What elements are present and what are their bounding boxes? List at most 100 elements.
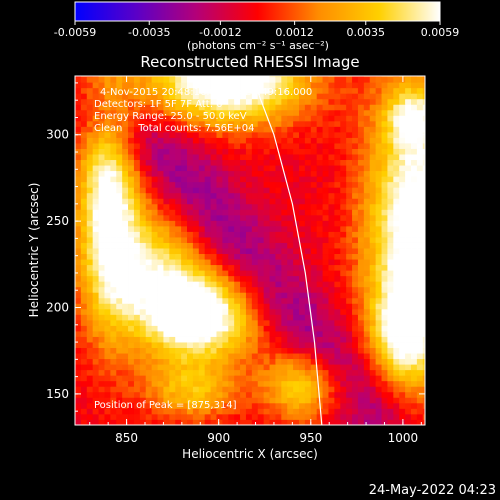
heatmap-cell [222, 109, 229, 116]
heatmap-cell [145, 259, 153, 266]
heatmap-cell [204, 413, 211, 420]
heatmap-cell [163, 286, 170, 293]
heatmap-cell [175, 170, 182, 177]
heatmap-cell [281, 408, 288, 415]
heatmap-cell [234, 93, 241, 100]
heatmap-cell [198, 242, 206, 249]
heatmap-cell [387, 253, 394, 260]
heatmap-cell [369, 154, 377, 161]
heatmap-cell [104, 76, 111, 83]
heatmap-cell [275, 165, 282, 172]
heatmap-cell [98, 159, 105, 166]
heatmap-cell [151, 408, 158, 415]
heatmap-cell [275, 292, 282, 299]
heatmap-cell [116, 391, 123, 398]
heatmap-cell [122, 292, 129, 299]
heatmap-cell [151, 297, 158, 304]
heatmap-cell [157, 281, 164, 288]
heatmap-cell [287, 303, 294, 310]
heatmap-cell [275, 93, 282, 100]
heatmap-cell [116, 386, 123, 393]
heatmap-cell [257, 342, 265, 348]
heatmap-cell [405, 203, 412, 210]
heatmap-cell [86, 270, 94, 277]
heatmap-cell [405, 109, 412, 116]
heatmap-cell [192, 325, 200, 332]
heatmap-cell [210, 209, 217, 216]
heatmap-cell [240, 286, 247, 293]
heatmap-cell [192, 131, 200, 138]
heatmap-cell [299, 297, 306, 304]
heatmap-cell [387, 137, 394, 144]
heatmap-cell [304, 214, 312, 221]
heatmap-cell [275, 214, 282, 221]
heatmap-cell [157, 148, 164, 155]
heatmap-cell [257, 353, 265, 360]
heatmap-cell [328, 386, 335, 393]
heatmap-cell [133, 364, 141, 371]
heatmap-cell [263, 397, 270, 404]
heatmap-cell [263, 402, 270, 409]
heatmap-cell [363, 270, 371, 277]
heatmap-cell [110, 120, 117, 127]
heatmap-cell [145, 303, 153, 310]
heatmap-cell [198, 170, 206, 177]
heatmap-cell [181, 397, 188, 404]
heatmap-cell [110, 369, 117, 376]
heatmap-cell [393, 115, 400, 122]
heatmap-cell [98, 214, 105, 221]
heatmap-cell [393, 325, 400, 332]
heatmap-cell [269, 82, 276, 89]
heatmap-cell [363, 109, 371, 116]
heatmap-cell [181, 165, 188, 172]
heatmap-cell [310, 342, 318, 348]
heatmap-cell [257, 187, 265, 194]
heatmap-cell [310, 187, 318, 194]
heatmap-cell [304, 364, 312, 371]
heatmap-cell [216, 281, 223, 288]
heatmap-cell [240, 413, 247, 420]
heatmap-cell [92, 264, 99, 271]
heatmap-cell [151, 402, 158, 409]
heatmap-cell [375, 264, 382, 271]
heatmap-cell [328, 109, 335, 116]
heatmap-cell [245, 98, 253, 105]
heatmap-cell [310, 203, 318, 210]
heatmap-cell [422, 253, 425, 260]
heatmap-cell [411, 419, 418, 425]
heatmap-cell [139, 297, 147, 304]
heatmap-cell [304, 259, 312, 266]
heatmap-cell [175, 176, 182, 183]
heatmap-cell [369, 181, 377, 188]
heatmap-cell [145, 237, 153, 243]
heatmap-cell [228, 198, 235, 205]
heatmap-cell [139, 270, 147, 277]
heatmap-cell [375, 402, 382, 409]
heatmap-cell [369, 231, 377, 238]
heatmap-cell [352, 253, 359, 260]
heatmap-cell [263, 369, 270, 376]
heatmap-cell [234, 109, 241, 116]
heatmap-cell [346, 159, 353, 166]
heatmap-cell [163, 308, 170, 315]
heatmap-cell [375, 87, 382, 94]
heatmap-cell [145, 203, 153, 210]
heatmap-cell [293, 264, 300, 271]
heatmap-cell [257, 137, 265, 144]
heatmap-cell [128, 319, 135, 326]
heatmap-cell [369, 104, 377, 111]
heatmap-cell [139, 242, 147, 249]
heatmap-cell [187, 159, 194, 166]
heatmap-cell [192, 115, 200, 122]
heatmap-cell [245, 209, 253, 216]
heatmap-cell [281, 181, 288, 188]
heatmap-cell [139, 109, 147, 116]
heatmap-cell [275, 264, 282, 271]
heatmap-cell [245, 237, 253, 243]
heatmap-cell [310, 353, 318, 360]
heatmap-cell [86, 331, 94, 337]
heatmap-cell [216, 231, 223, 238]
heatmap-cell [334, 220, 341, 227]
heatmap-cell [381, 87, 388, 94]
heatmap-cell [175, 259, 182, 266]
